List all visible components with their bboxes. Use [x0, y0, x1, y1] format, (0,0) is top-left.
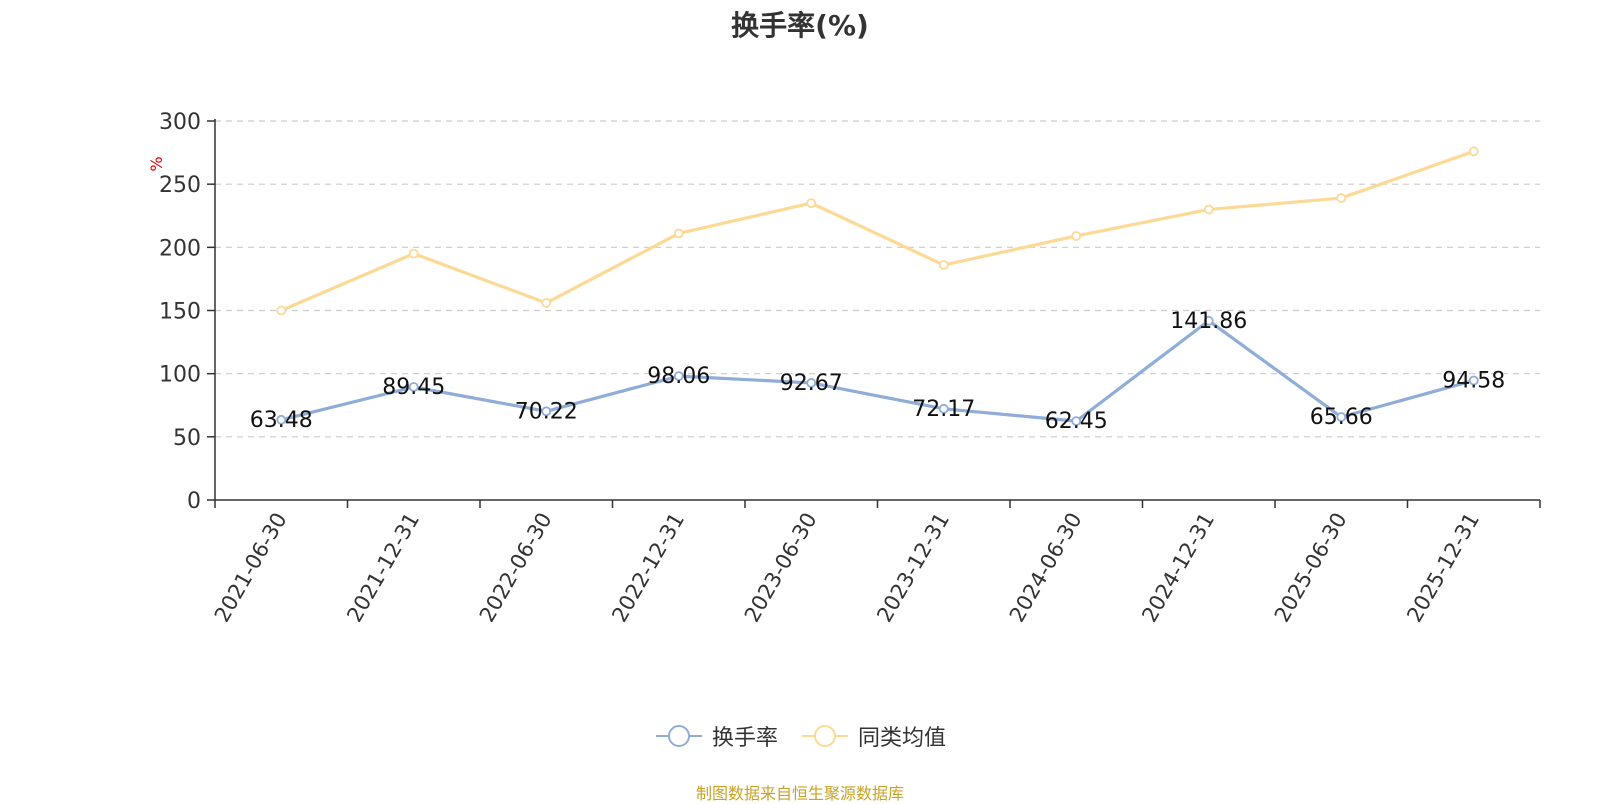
data-label-turnover: 65.66: [1310, 405, 1373, 430]
axes: 0 50 100 150 200 250 300% 2021-06-30 2021-12-31 2…: [147, 110, 1541, 627]
legend-marker-turnover: [655, 725, 702, 747]
data-label-turnover: 62.45: [1045, 409, 1108, 434]
x-tick-label: 2025-12-31: [1402, 509, 1484, 627]
point-peer-average: [541, 298, 552, 308]
y-tick-label: 300: [159, 110, 201, 135]
x-tick-label: 2023-12-31: [872, 509, 954, 627]
point-peer-average: [1071, 231, 1082, 241]
legend-marker-peer-average: [802, 725, 848, 747]
data-label-turnover: 63.48: [250, 408, 313, 433]
point-turnover: [806, 378, 817, 388]
point-turnover: [1203, 315, 1214, 326]
source-note: 制图数据来自恒生聚源数据库: [695, 784, 904, 803]
point-turnover: [1468, 375, 1479, 386]
point-turnover: [541, 406, 552, 417]
point-turnover: [276, 414, 287, 425]
y-tick-label: 150: [159, 300, 201, 325]
point-turnover: [408, 382, 419, 392]
data-label-turnover: 89.45: [382, 375, 445, 400]
x-tick-label: 2024-12-31: [1137, 509, 1219, 627]
grid-lines: [215, 120, 1540, 438]
point-peer-average: [806, 198, 817, 209]
data-label-turnover: 70.22: [515, 399, 578, 424]
x-tick-label: 2025-06-30: [1270, 509, 1352, 627]
legend-label-peer-average: 同类均值: [858, 726, 947, 751]
y-tick-label: 100: [159, 363, 201, 388]
data-label-turnover: 72.17: [912, 397, 975, 422]
x-tick-label: 2022-12-31: [607, 509, 689, 627]
point-peer-average: [1468, 146, 1479, 157]
data-label-turnover: 92.67: [780, 371, 843, 396]
legend-item-turnover[interactable]: 换手率: [654, 720, 778, 752]
data-label-turnover: 94.58: [1442, 369, 1505, 394]
point-peer-average: [1336, 193, 1347, 203]
data-label-turnover: 141.86: [1170, 309, 1247, 334]
series-lines: [276, 146, 1479, 427]
legend: 换手率 同类均值: [0, 720, 1600, 752]
y-tick-label: 0: [187, 489, 201, 514]
x-tick-label: 2021-12-31: [342, 509, 424, 627]
point-peer-average: [276, 305, 287, 316]
y-axis-label: %: [147, 156, 166, 171]
y-tick-label: 200: [159, 236, 201, 261]
series-line-peer-average: [280, 149, 1475, 312]
point-peer-average: [1203, 204, 1214, 215]
point-peer-average: [408, 248, 419, 259]
legend-label-turnover: 换手率: [711, 726, 778, 751]
x-tick-label: 2021-06-30: [210, 509, 292, 627]
chart-title: 换手率(%): [731, 9, 869, 42]
point-turnover: [1071, 416, 1082, 427]
data-labels: 63.48 89.45 70.22 98.06 92.67 72.17 62.45 141.8…: [250, 309, 1505, 434]
point-turnover: [938, 403, 949, 414]
x-tick-label: 2024-06-30: [1005, 509, 1087, 627]
point-turnover: [673, 371, 684, 382]
point-peer-average: [673, 228, 684, 239]
point-turnover: [1336, 412, 1347, 422]
point-peer-average: [938, 260, 949, 270]
series-line-turnover: [280, 319, 1475, 423]
y-tick-label: 250: [159, 173, 201, 198]
x-tick-label: 2022-06-30: [475, 509, 557, 627]
x-tick-label: 2023-06-30: [740, 509, 822, 627]
data-label-turnover: 98.06: [647, 364, 710, 389]
y-tick-label: 50: [173, 426, 201, 451]
legend-item-peer-average[interactable]: 同类均值: [800, 720, 946, 752]
